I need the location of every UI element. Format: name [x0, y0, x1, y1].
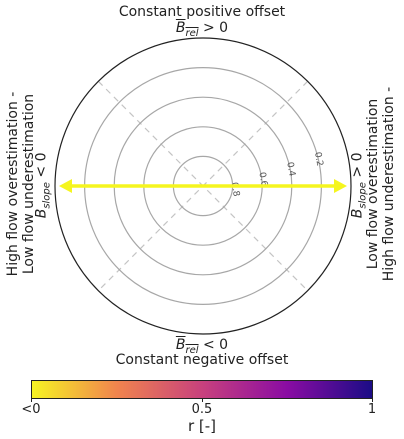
top-title: Constant positive offset: [118, 4, 286, 20]
left-slope-label: Bslope < 0: [33, 152, 53, 219]
top-subtitle: Brel > 0: [175, 20, 229, 39]
colorbar-label: r [-]: [187, 417, 217, 435]
polar-boundary: [54, 37, 352, 335]
colorbar-tick: [372, 399, 373, 402]
bottom-subtitle: Brel < 0: [175, 337, 229, 356]
radial-tick-label: 0.2: [312, 151, 324, 167]
colorbar: [31, 380, 373, 399]
colorbar-tick: [31, 399, 32, 402]
colorbar-tick-label: <0: [21, 402, 41, 417]
bottom-title: Constant negative offset: [115, 352, 289, 368]
arrow-head-right: [334, 179, 347, 193]
left-label-line1: High flow overestimation -: [5, 91, 21, 277]
right-label-line2: High flow underestimation -: [381, 86, 397, 282]
colorbar-tick: [202, 399, 203, 402]
right-label-line1: Low flow overestimation: [365, 98, 381, 270]
radial-tick-label: 0.4: [284, 161, 296, 177]
radial-tick-label: 0.6: [256, 171, 268, 187]
arrow-head-left: [59, 179, 72, 193]
colorbar-tick-label: 0.5: [191, 402, 213, 417]
colorbar-tick-label: 1: [367, 402, 377, 417]
